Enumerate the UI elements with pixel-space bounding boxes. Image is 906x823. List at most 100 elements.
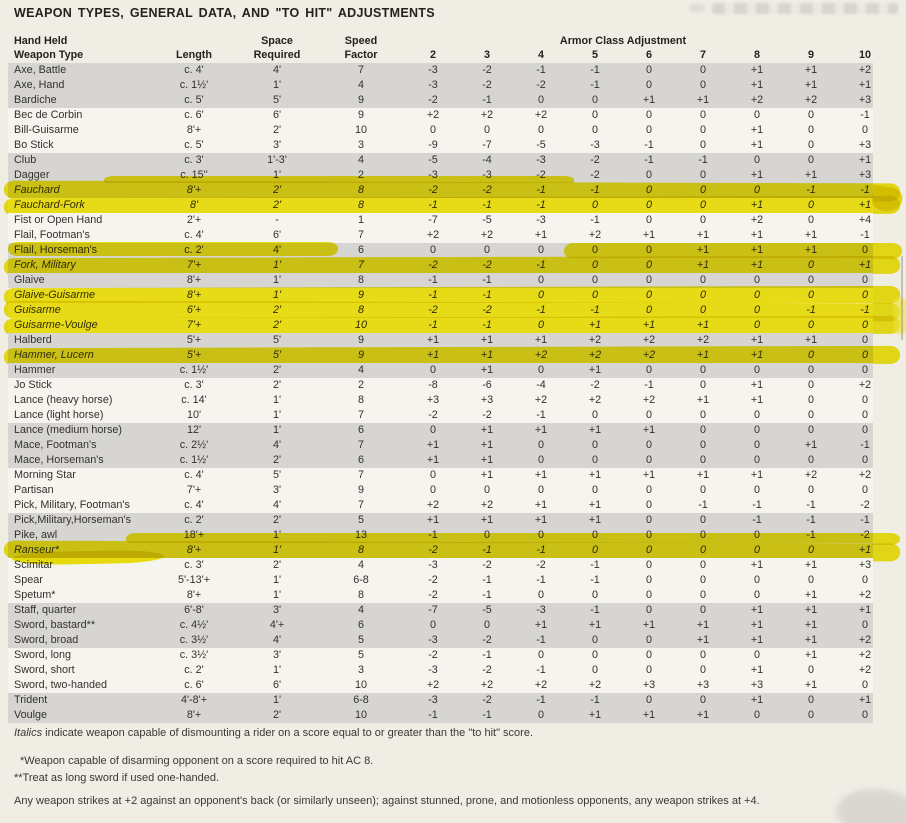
header-ac-value: 6 xyxy=(645,49,652,61)
ac-adjustment-cell: +1 xyxy=(426,454,440,466)
ac-adjustment-cell: +1 xyxy=(480,469,494,481)
ac-adjustment-cell: +1 xyxy=(588,424,602,436)
ac-adjustment-cell: -1 xyxy=(482,94,492,106)
table-row: Mace, Footman's c. 2½' 4' 7 +1 +1 0 0 0 0 0 +1 -… xyxy=(8,438,892,453)
ac-adjustment-cell: +2 xyxy=(804,469,818,481)
ac-adjustment-cell: +1 xyxy=(750,379,764,391)
ac-adjustment-cell: -1 xyxy=(482,289,492,301)
ac-adjustment-cell: 0 xyxy=(861,244,868,256)
length-cell: 8'+ xyxy=(186,589,202,601)
ac-adjustment-cell: -1 xyxy=(536,184,546,196)
ac-adjustment-cell: -7 xyxy=(482,139,492,151)
ac-adjustment-cell: +1 xyxy=(750,199,764,211)
speed-factor-cell: 10 xyxy=(354,124,367,136)
weapon-name-cell: Hammer xyxy=(14,364,56,376)
ac-adjustment-cell: +2 xyxy=(426,499,440,511)
table-row: Bardiche c. 5' 5' 9 -2 -1 0 0 +1 +1 +2 +2 +3 xyxy=(8,93,892,108)
ac-adjustment-cell: 0 xyxy=(807,259,814,271)
header-ac-value: 7 xyxy=(699,49,706,61)
ac-adjustment-cell: -1 xyxy=(806,514,816,526)
ac-adjustment-cell: 0 xyxy=(537,439,544,451)
ac-adjustment-cell: -2 xyxy=(590,379,600,391)
ac-adjustment-cell: +2 xyxy=(588,334,602,346)
table-row: Ranseur* 8'+ 1' 8 -2 -1 -1 0 0 0 0 0 +1 xyxy=(3,540,901,561)
ac-adjustment-cell: -3 xyxy=(428,79,438,91)
ac-adjustment-cell: -2 xyxy=(428,94,438,106)
ac-adjustment-cell: -5 xyxy=(482,214,492,226)
ac-adjustment-cell: -5 xyxy=(536,139,546,151)
space-required-cell: 1' xyxy=(272,274,282,286)
ac-adjustment-cell: -2 xyxy=(428,649,438,661)
table-row: Sword, long c. 3½' 3' 5 -2 -1 0 0 0 0 0 +1 +2 xyxy=(8,648,892,663)
ac-adjustment-cell: 0 xyxy=(699,169,706,181)
ac-adjustment-cell: -1 xyxy=(752,514,762,526)
ac-adjustment-cell: -1 xyxy=(536,544,546,556)
ac-adjustment-cell: +1 xyxy=(696,619,710,631)
length-cell: 2'+ xyxy=(186,214,202,226)
ac-adjustment-cell: 0 xyxy=(753,589,760,601)
scan-bleed-through xyxy=(690,4,704,12)
ac-adjustment-cell: 0 xyxy=(699,184,706,196)
ac-adjustment-cell: 0 xyxy=(861,394,868,406)
ac-adjustment-cell: +1 xyxy=(642,619,656,631)
speed-factor-cell: 7 xyxy=(357,499,364,511)
speed-factor-cell: 9 xyxy=(357,109,364,121)
table-row: Hammer c. 1½' 2' 4 0 +1 0 +1 0 0 0 0 0 xyxy=(8,363,892,378)
weapon-name-cell: Pick,Military,Horseman's xyxy=(14,514,132,526)
ac-adjustment-cell: -1 xyxy=(806,184,816,196)
ac-adjustment-cell: 0 xyxy=(753,484,760,496)
ac-adjustment-cell: 0 xyxy=(699,529,706,541)
ac-adjustment-cell: 0 xyxy=(645,184,652,196)
ac-adjustment-cell: 0 xyxy=(591,289,598,301)
ac-adjustment-cell: 0 xyxy=(591,244,598,256)
ac-adjustment-cell: 0 xyxy=(645,274,652,286)
ac-adjustment-cell: +1 xyxy=(750,229,764,241)
ac-adjustment-cell: -1 xyxy=(536,409,546,421)
ac-adjustment-cell: -2 xyxy=(860,499,870,511)
ac-adjustment-cell: 0 xyxy=(753,184,760,196)
ac-adjustment-cell: 0 xyxy=(807,484,814,496)
ac-adjustment-cell: +1 xyxy=(480,349,494,361)
table-row: Scimitar c. 3' 2' 4 -3 -2 -2 -1 0 0 +1 +1 +3 xyxy=(8,558,892,573)
ac-adjustment-cell: +1 xyxy=(750,694,764,706)
space-required-cell: 1' xyxy=(272,394,282,406)
ac-adjustment-cell: -1 xyxy=(806,499,816,511)
table-row: Fork, Military 7'+ 1' 7 -2 -2 -1 0 0 +1 +1 0 +1 xyxy=(3,255,901,276)
speed-factor-cell: 7 xyxy=(357,229,364,241)
space-required-cell: 5' xyxy=(272,469,282,481)
table-header: Hand Held Space Speed Armor Class Adjust… xyxy=(8,34,892,62)
ac-adjustment-cell: +1 xyxy=(750,334,764,346)
ac-adjustment-cell: -2 xyxy=(482,304,492,316)
ac-adjustment-cell: 0 xyxy=(753,154,760,166)
table-row: Fauchard-Fork 8' 2' 8 -1 -1 -1 0 0 0 +1 0 +1 xyxy=(3,195,901,216)
weapon-name-cell: Staff, quarter xyxy=(14,604,77,616)
ac-adjustment-cell: 0 xyxy=(699,379,706,391)
ac-adjustment-cell: -1 xyxy=(536,199,546,211)
header-ac-value: 10 xyxy=(858,49,871,61)
ac-adjustment-cell: -2 xyxy=(428,184,438,196)
ac-adjustment-cell: 0 xyxy=(699,694,706,706)
weapon-name-cell: Bo Stick xyxy=(14,139,54,151)
ac-adjustment-cell: -1 xyxy=(482,649,492,661)
weapon-name-cell: Mace, Horseman's xyxy=(14,454,104,466)
ac-adjustment-cell: 0 xyxy=(429,484,436,496)
ac-adjustment-cell: 0 xyxy=(807,409,814,421)
ac-adjustment-cell: 0 xyxy=(537,364,544,376)
ac-adjustment-cell: 0 xyxy=(753,274,760,286)
ac-adjustment-cell: +1 xyxy=(804,244,818,256)
speed-factor-cell: 5 xyxy=(357,649,364,661)
ac-adjustment-cell: +1 xyxy=(534,424,548,436)
speed-factor-cell: 5 xyxy=(357,634,364,646)
space-required-cell: 4' xyxy=(272,64,282,76)
header-ac-value: 3 xyxy=(483,49,490,61)
ac-adjustment-cell: +2 xyxy=(858,379,872,391)
ac-adjustment-cell: +1 xyxy=(588,319,602,331)
weapon-name-cell: Club xyxy=(14,154,37,166)
ac-adjustment-cell: -1 xyxy=(806,304,816,316)
ac-adjustment-cell: -2 xyxy=(428,259,438,271)
ac-adjustment-cell: 0 xyxy=(861,574,868,586)
weapon-name-cell: Sword, two-handed xyxy=(14,679,108,691)
ac-adjustment-cell: 0 xyxy=(699,304,706,316)
weapon-name-cell: Lance (light horse) xyxy=(14,409,104,421)
